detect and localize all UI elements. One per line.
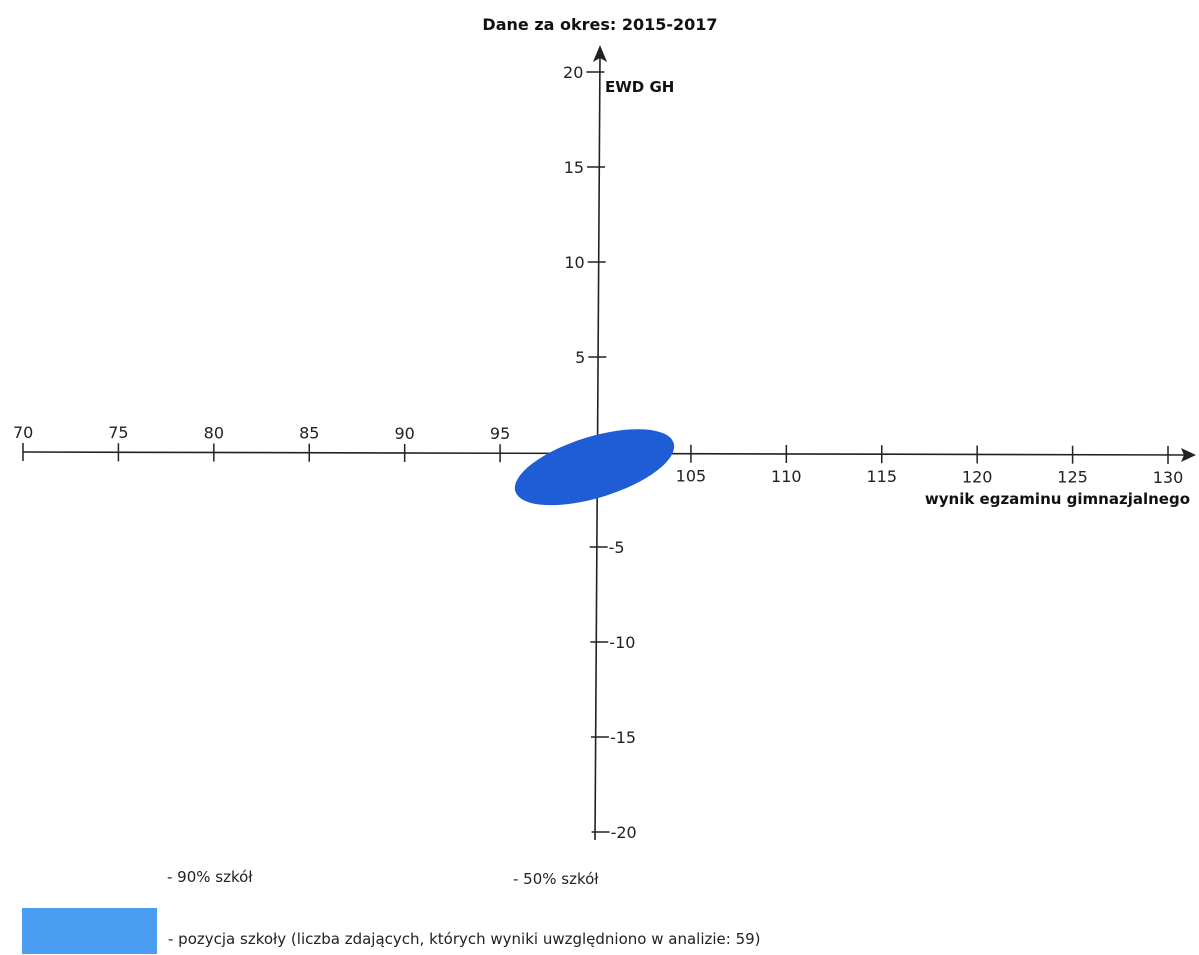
- x-tick-label: 70: [13, 423, 33, 442]
- chart-title: Dane za okres: 2015-2017: [482, 15, 717, 34]
- legend-school-swatch: [22, 908, 157, 954]
- x-tick-label: 80: [204, 423, 224, 442]
- y-axis-arrow: [593, 45, 607, 62]
- x-tick-label: 105: [676, 467, 707, 486]
- x-tick-label: 125: [1057, 468, 1088, 487]
- legend-90-percent: - 90% szkół: [167, 868, 253, 886]
- y-tick-label: -5: [609, 538, 625, 557]
- y-tick-label: -10: [609, 633, 635, 652]
- y-tick-label: 20: [563, 63, 583, 82]
- x-tick-label: 85: [299, 424, 319, 443]
- x-tick-label: 120: [962, 467, 993, 486]
- y-tick-label: -15: [610, 728, 636, 747]
- x-tick-label: 115: [866, 467, 897, 486]
- y-tick-label: 15: [564, 158, 584, 177]
- x-axis-arrow: [1181, 448, 1196, 462]
- x-tick-label: 110: [771, 467, 802, 486]
- y-axis-label: EWD GH: [605, 78, 674, 96]
- x-axis-label: wynik egzaminu gimnazjalnego: [925, 490, 1190, 508]
- y-tick-label: -20: [611, 823, 637, 842]
- legend-school-position: - pozycja szkoły (liczba zdających, któr…: [168, 930, 761, 948]
- y-tick-label: 5: [575, 348, 585, 367]
- x-tick-label: 90: [394, 424, 414, 443]
- x-tick-label: 130: [1153, 468, 1184, 487]
- x-tick-label: 95: [490, 424, 510, 443]
- y-tick-label: 10: [564, 253, 584, 272]
- legend-50-percent: - 50% szkół: [513, 870, 599, 888]
- x-tick-label: 75: [108, 423, 128, 442]
- school-position-ellipse: [514, 429, 675, 506]
